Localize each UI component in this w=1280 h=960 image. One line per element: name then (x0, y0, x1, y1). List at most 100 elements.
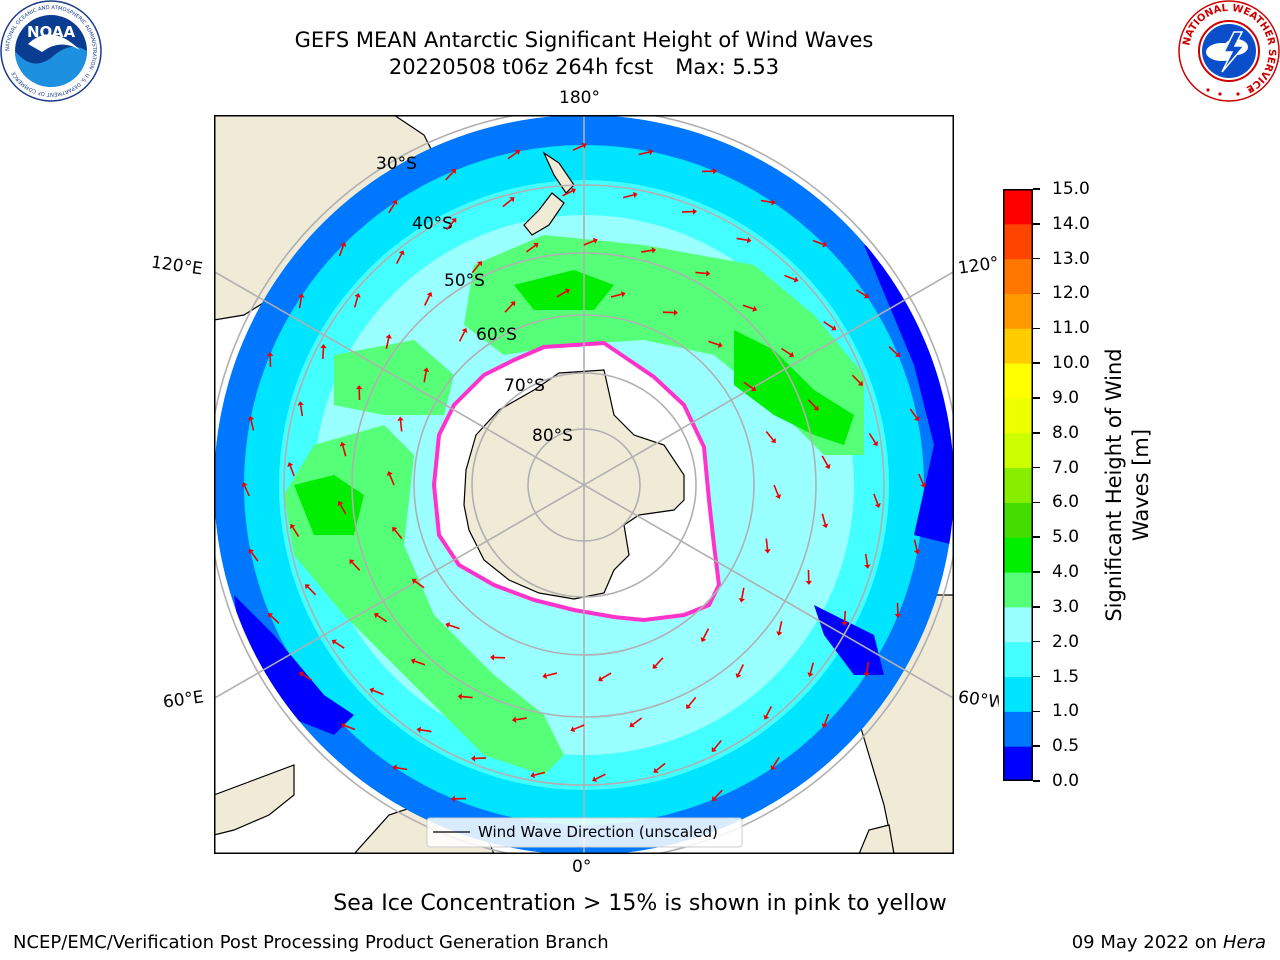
wave-arrow-shaft (395, 253, 403, 265)
wave-arrow-shaft (351, 561, 361, 571)
wave-arrow-head (813, 405, 819, 411)
wave-arrow-shaft (622, 194, 634, 199)
wave-arrow-shaft (385, 337, 390, 349)
wave-arrow-shaft (737, 664, 745, 675)
wave-arrow-head (385, 334, 392, 339)
lat-label-80: 80°S (532, 426, 573, 446)
wave-arrow-head (824, 463, 831, 469)
wave-arrow-head (592, 776, 598, 782)
colorbar-tick-label: 3.0 (1052, 596, 1080, 617)
colorbar-band (1003, 397, 1033, 434)
colorbar-tick-label: 2.0 (1052, 631, 1080, 652)
wave-arrow-shaft (525, 244, 536, 253)
colorbar-tick-mark (1033, 292, 1040, 295)
wave-arrow-head (471, 755, 476, 762)
wave-arrow-head (653, 767, 659, 773)
wave-arrow-shaft (702, 628, 710, 639)
colorbar-tick-mark (1033, 571, 1040, 573)
colorbar-tick-mark (1033, 606, 1040, 608)
colorbar-band (1003, 467, 1033, 503)
wave-arrow-shaft (743, 381, 754, 390)
lon-label-60w: 60°W (956, 687, 1001, 713)
wave-arrow-head (821, 723, 828, 729)
wave-arrow-head (771, 199, 776, 206)
wave-arrow-shaft (807, 399, 817, 409)
wave-arrow-head (374, 612, 380, 619)
colorbar-tick-label: 4.0 (1052, 562, 1080, 583)
wave-arrow-shaft (556, 290, 567, 298)
wave-arrow-head (717, 341, 723, 348)
map-legend: Wind Wave Direction (unscaled) (426, 817, 743, 848)
wave-arrow-head (874, 503, 881, 508)
wave-arrow-shaft (823, 713, 830, 725)
wave-arrow-shaft (301, 673, 313, 681)
wave-arrow-shaft (334, 641, 345, 649)
colorbar-band (1003, 572, 1033, 608)
wave-arrow-shaft (913, 539, 918, 551)
wave-arrow-shaft (414, 580, 425, 589)
lat-label-50: 50°S (444, 271, 485, 291)
wave-arrow-head (570, 188, 576, 194)
wave-arrow-head (298, 293, 305, 298)
wave-arrow-shaft (376, 614, 388, 623)
wave-arrow-shaft (342, 445, 347, 457)
colorbar-tick-mark (1033, 780, 1040, 782)
wave-arrow-shaft (507, 151, 518, 160)
credit-line: NCEP/EMC/Verification Post Processing Pr… (13, 932, 609, 953)
wave-arrow-head (775, 493, 782, 499)
wave-arrow-head (369, 687, 375, 694)
wave-arrow-shaft (292, 526, 300, 538)
wave-arrow-shaft (812, 239, 824, 246)
wave-arrow-shaft (601, 672, 612, 680)
wave-arrow-head (476, 261, 482, 267)
colorbar-band (1003, 676, 1033, 712)
wave-arrow-head (735, 672, 742, 678)
wave-arrow-shaft (515, 717, 527, 721)
wave-arrow-head (648, 148, 654, 156)
wave-arrow-head (706, 270, 711, 277)
wave-arrow-head (354, 292, 361, 298)
wave-arrow-shaft (504, 303, 514, 313)
colorbar-tick-mark (1033, 397, 1040, 399)
wave-arrow-head (297, 401, 304, 406)
wave-arrow-shaft (471, 263, 480, 274)
wave-arrow-head (490, 654, 495, 661)
colorbar-band (1003, 502, 1033, 538)
wave-height-field (214, 115, 954, 854)
wave-arrow-shaft (681, 210, 694, 213)
wave-arrow-shaft (583, 240, 595, 246)
wind-wave-arrows (241, 142, 927, 803)
wave-arrow-shaft (610, 293, 622, 298)
wave-arrow-head (652, 663, 658, 669)
wave-arrow-shaft (458, 331, 466, 342)
wave-arrow-shaft (868, 432, 876, 444)
lat-label-70: 70°S (504, 376, 545, 396)
wave-arrow-shaft (823, 321, 834, 329)
wave-arrow-shaft (546, 672, 558, 677)
wave-arrow-head (426, 292, 433, 298)
wave-arrow-shaft (742, 304, 754, 310)
wave-arrow-head (770, 764, 777, 771)
antarctica (463, 369, 685, 600)
wave-arrow-shaft (445, 171, 454, 181)
wave-arrow-head (776, 631, 783, 636)
wave-arrow-shaft (446, 220, 455, 231)
wave-arrow-head (298, 671, 305, 678)
wave-arrow-shaft (448, 624, 460, 630)
wave-arrow-shaft (307, 586, 317, 596)
wave-arrow-shaft (918, 473, 925, 485)
wave-arrow-shaft (572, 144, 584, 151)
colorbar-band (1003, 641, 1033, 678)
wave-arrow-shaft (289, 465, 295, 477)
wave-arrow-head (598, 675, 604, 682)
noaa-logo-text: NOAA (27, 23, 76, 41)
wave-arrow-head (340, 722, 346, 729)
wave-arrow-head (711, 746, 717, 753)
wave-arrow-shaft (461, 695, 473, 699)
wave-arrow-head (564, 288, 570, 295)
colorbar-tick-label: 7.0 (1052, 457, 1080, 478)
lon-label-60e: 60°E (161, 687, 206, 713)
wave-arrow-head (392, 526, 398, 532)
colorbar-tick-label: 15.0 (1052, 179, 1090, 199)
date-text: 09 May 2022 on (1071, 932, 1218, 953)
